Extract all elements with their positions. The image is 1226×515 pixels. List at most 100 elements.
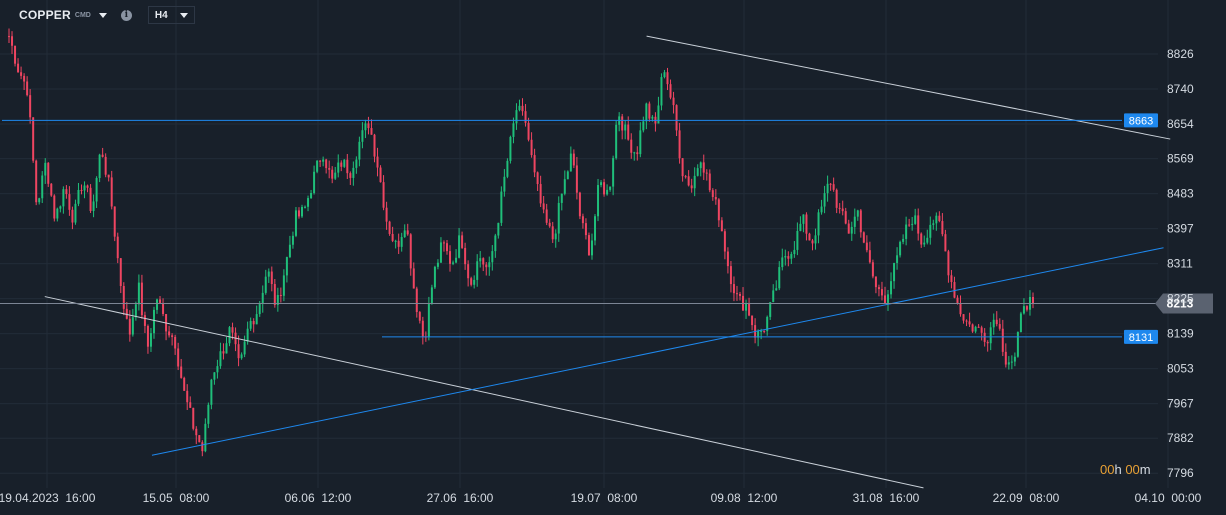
candle-body xyxy=(769,302,772,317)
candle-body xyxy=(986,341,989,344)
candle-body xyxy=(838,207,841,209)
candle-body xyxy=(376,156,379,168)
candle-countdown: 00h 00m xyxy=(1100,462,1151,477)
candle-body xyxy=(624,124,627,131)
candle-body xyxy=(711,190,714,198)
symbol-selector[interactable]: COPPER xyxy=(19,8,71,22)
candle-body xyxy=(273,284,276,306)
countdown-hours: 00 xyxy=(1100,462,1115,477)
candle-body xyxy=(603,182,606,195)
candle-body xyxy=(542,203,545,210)
price-tick-label: 7882 xyxy=(1167,431,1194,445)
candle-body xyxy=(787,256,790,259)
price-tick-label: 8740 xyxy=(1167,82,1194,96)
candle-body xyxy=(575,165,578,193)
candle-body xyxy=(690,185,693,189)
candle-body xyxy=(328,168,331,170)
candle-body xyxy=(1007,362,1010,365)
candle-body xyxy=(663,72,666,78)
candle-body xyxy=(802,214,805,224)
candlestick-series xyxy=(8,28,1034,457)
candle-body xyxy=(53,195,56,219)
candle-body xyxy=(204,423,207,452)
candle-body xyxy=(461,235,464,248)
candle-body xyxy=(554,233,557,240)
candle-body xyxy=(533,155,536,173)
candle-body xyxy=(666,72,669,85)
candle-body xyxy=(427,303,430,338)
candle-body xyxy=(723,231,726,252)
candle-body xyxy=(68,194,71,210)
candle-body xyxy=(639,130,642,155)
candle-body xyxy=(500,191,503,223)
candle-body xyxy=(959,303,962,315)
candle-body xyxy=(189,402,192,408)
candle-body xyxy=(578,192,581,217)
candle-body xyxy=(569,153,572,172)
info-icon[interactable]: i xyxy=(120,9,132,21)
candle-body xyxy=(125,308,128,319)
candle-body xyxy=(418,312,421,321)
candle-body xyxy=(373,134,376,157)
candle-body xyxy=(772,290,775,303)
candle-body xyxy=(557,202,560,234)
candle-body xyxy=(757,331,760,338)
symbol-chevron-down-icon[interactable] xyxy=(98,12,107,18)
candle-body xyxy=(793,249,796,255)
candle-body xyxy=(832,184,835,190)
candle-body xyxy=(92,201,95,211)
candle-body xyxy=(968,321,971,325)
price-tick-label: 8397 xyxy=(1167,222,1194,236)
candle-body xyxy=(775,288,778,291)
candle-body xyxy=(267,271,270,277)
candle-body xyxy=(134,304,137,318)
candle-body xyxy=(343,159,346,167)
candle-body xyxy=(146,325,149,347)
timeframe-chevron-down-icon xyxy=(179,12,188,18)
candle-body xyxy=(364,123,367,131)
candle-body xyxy=(192,407,195,429)
candle-body xyxy=(222,351,225,354)
candle-body xyxy=(521,105,524,112)
candle-body xyxy=(962,314,965,321)
candle-body xyxy=(817,212,820,236)
price-tick-label: 8654 xyxy=(1167,117,1194,131)
candle-body xyxy=(494,235,497,252)
candle-body xyxy=(992,319,995,328)
candle-body xyxy=(799,223,802,231)
candle-body xyxy=(412,268,415,289)
candle-body xyxy=(609,186,612,190)
candle-body xyxy=(20,72,23,76)
candle-body xyxy=(32,117,35,161)
candle-body xyxy=(805,214,808,234)
candle-body xyxy=(1019,313,1022,333)
candle-body xyxy=(1013,356,1016,362)
candle-body xyxy=(847,223,850,234)
candle-body xyxy=(868,250,871,263)
candle-body xyxy=(467,264,470,279)
candle-body xyxy=(953,282,956,298)
candle-body xyxy=(113,206,116,237)
symbol-type: CMD xyxy=(74,11,91,19)
timeframe-selector[interactable]: H4 xyxy=(147,6,195,24)
candle-body xyxy=(415,288,418,313)
candle-body xyxy=(1004,351,1007,365)
candle-body xyxy=(681,158,684,177)
candle-body xyxy=(406,230,409,235)
candle-body xyxy=(1010,361,1013,363)
candle-body xyxy=(228,327,231,344)
countdown-minutes-unit: m xyxy=(1139,462,1151,477)
candle-body xyxy=(385,207,388,222)
candle-body xyxy=(998,324,1001,329)
candle-body xyxy=(615,124,618,159)
candle-body xyxy=(871,262,874,277)
candle-body xyxy=(1022,306,1025,314)
candle-body xyxy=(470,278,473,285)
candle-body xyxy=(708,173,711,191)
candle-body xyxy=(890,281,893,295)
candle-body xyxy=(977,326,980,328)
candle-body xyxy=(297,210,300,217)
candle-body xyxy=(941,221,944,235)
candle-body xyxy=(101,154,104,157)
